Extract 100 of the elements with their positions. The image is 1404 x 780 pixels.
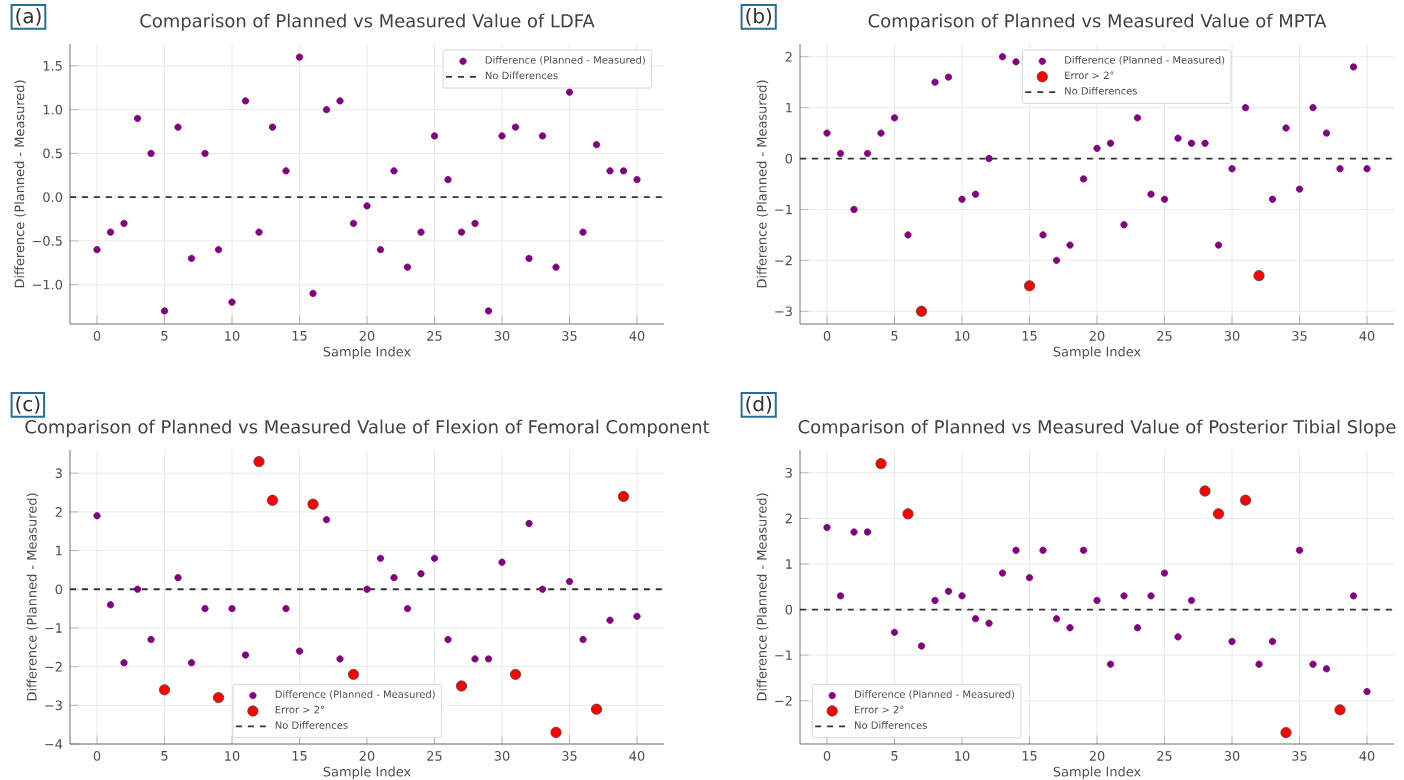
point	[1334, 704, 1346, 716]
point	[160, 307, 169, 315]
point	[363, 585, 371, 593]
point	[457, 228, 466, 236]
point	[890, 114, 899, 122]
point	[228, 298, 236, 306]
point	[1363, 687, 1371, 696]
point	[228, 605, 236, 613]
point	[444, 176, 452, 184]
point	[971, 615, 980, 623]
point	[322, 106, 331, 114]
point	[863, 149, 872, 158]
point	[1093, 596, 1101, 605]
point	[592, 141, 601, 149]
point	[1212, 508, 1225, 520]
point	[944, 587, 953, 595]
point	[1133, 114, 1142, 122]
point	[106, 601, 115, 609]
point	[1174, 633, 1182, 641]
chart-title: Comparison of Planned vs Measured Value of LDFA	[140, 13, 595, 31]
point	[1336, 165, 1344, 173]
point	[1120, 221, 1128, 229]
point	[307, 498, 319, 510]
point	[931, 596, 939, 605]
point	[1349, 592, 1358, 600]
point	[322, 516, 331, 524]
point	[403, 605, 412, 613]
point	[1147, 592, 1155, 600]
point	[579, 635, 587, 644]
point	[1174, 134, 1182, 142]
point	[174, 123, 182, 131]
point	[875, 458, 887, 470]
point	[915, 305, 928, 317]
point	[1052, 615, 1061, 623]
point	[158, 684, 171, 696]
point	[255, 228, 263, 236]
point	[1079, 175, 1088, 183]
point	[1160, 569, 1169, 577]
point	[1093, 144, 1101, 152]
point	[187, 659, 196, 667]
point	[1363, 165, 1371, 173]
point	[958, 592, 966, 600]
point	[1309, 660, 1317, 668]
point	[295, 647, 304, 655]
point	[590, 703, 603, 715]
point	[471, 219, 479, 227]
point	[1106, 139, 1115, 147]
point	[823, 523, 831, 532]
point	[1052, 256, 1061, 264]
point	[565, 88, 574, 96]
point	[133, 114, 142, 122]
point	[336, 97, 344, 105]
point	[1268, 195, 1277, 203]
point	[633, 612, 641, 620]
point	[985, 619, 993, 627]
point	[606, 167, 614, 175]
point	[1349, 63, 1358, 71]
point	[309, 289, 317, 297]
point	[565, 577, 574, 586]
point	[823, 129, 831, 137]
point	[498, 132, 506, 140]
point	[484, 307, 493, 315]
point	[498, 558, 506, 566]
point	[1012, 58, 1020, 66]
point	[877, 129, 885, 137]
chart-title: Comparison of Planned vs Measured Value of Posterior Tibial Slope	[798, 419, 1396, 437]
point	[509, 668, 522, 680]
point	[863, 528, 872, 536]
point	[1025, 574, 1034, 582]
point	[403, 263, 412, 271]
point	[633, 176, 641, 184]
point	[1039, 546, 1047, 554]
point	[1214, 241, 1223, 249]
point	[106, 228, 115, 236]
point	[606, 616, 614, 624]
point	[484, 655, 493, 663]
point	[850, 205, 858, 214]
point	[93, 246, 101, 254]
point	[619, 167, 628, 175]
point	[1309, 104, 1317, 112]
point	[295, 53, 304, 61]
point	[347, 668, 360, 680]
point	[1253, 270, 1265, 282]
point	[538, 132, 547, 140]
point	[444, 635, 452, 644]
point	[1079, 546, 1088, 554]
point	[1023, 280, 1036, 292]
point	[174, 574, 182, 582]
point	[617, 490, 630, 503]
point	[212, 692, 225, 704]
point	[187, 254, 196, 262]
point	[579, 228, 587, 236]
point	[1295, 546, 1304, 554]
text: (c)	[16, 395, 40, 414]
point	[525, 254, 533, 262]
point	[1239, 494, 1252, 506]
text: (b)	[746, 7, 772, 26]
point	[363, 202, 371, 210]
point	[958, 195, 966, 203]
point	[349, 219, 358, 227]
